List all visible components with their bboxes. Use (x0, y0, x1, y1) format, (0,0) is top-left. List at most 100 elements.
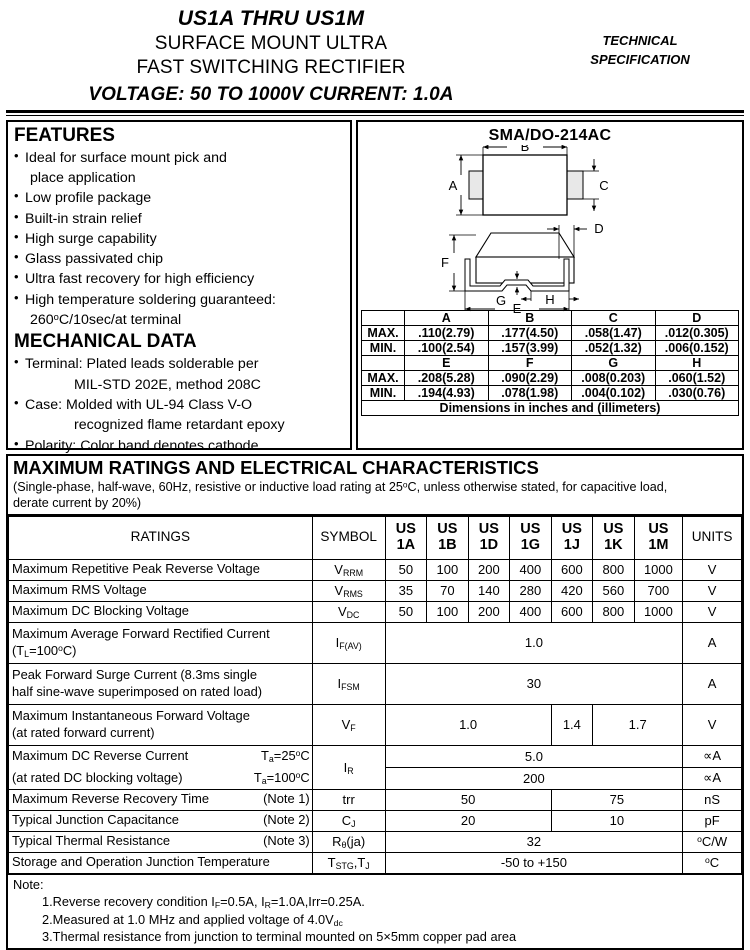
mechanical-heading: MECHANICAL DATA (14, 331, 197, 353)
dim-cell: .012(0.305) (654, 324, 739, 341)
col-header-us1g: US 1G (509, 515, 552, 560)
dim-cell: .110(2.79) (404, 324, 489, 341)
degree-sign: o (402, 479, 408, 490)
max-ratings-title: MAXIMUM RATINGS AND ELECTRICAL CHARACTER… (13, 456, 539, 478)
desc-note: (Note 1) (263, 791, 310, 807)
row-desc-tstg: Storage and Operation Junction Temperatu… (8, 851, 313, 874)
header-rule-thin (6, 114, 744, 116)
cell-value-merged: 20 (384, 809, 552, 832)
cell-value-merged: 1.4 (550, 703, 594, 746)
cell-value-ir-100c: 200 (384, 766, 684, 790)
svg-text:C: C (599, 178, 608, 193)
row-desc-vrms: Maximum RMS Voltage (8, 579, 313, 602)
row-symbol-vrms: VRMS (311, 579, 386, 602)
row-desc-ifsm: Peak Forward Surge Current (8.3ms single… (8, 662, 313, 705)
cond-b: C, unless otherwise stated, for capaciti… (407, 479, 668, 494)
cell-value: 400 (509, 600, 552, 623)
notes-heading: Note: (13, 876, 44, 892)
dim-cell: .078(1.98) (487, 384, 572, 401)
list-item: Built-in strain relief (14, 208, 344, 229)
dim-cell: .194(4.93) (404, 384, 489, 401)
features-heading: FEATURES (14, 124, 115, 146)
desc-left: Maximum Reverse Recovery Time (12, 791, 209, 807)
dim-row-label-min-2: MIN. (361, 384, 405, 401)
row-symbol-ifsm: IFSM (311, 662, 386, 705)
row-desc-ir-line1: Maximum DC Reverse Current Ta=25oC (8, 744, 313, 768)
dim-cell: .177(4.50) (487, 324, 572, 341)
note-item-1: 1.Reverse recovery condition IF=0.5A, IR… (42, 894, 365, 910)
table-row: Storage and Operation Junction Temperatu… (8, 851, 742, 874)
row-desc-vf: Maximum Instantaneous Forward Voltage (a… (8, 703, 313, 746)
dim-row-label-max: MAX. (361, 324, 405, 341)
cell-value-merged: 75 (550, 788, 684, 811)
dim-header-h: H (654, 354, 739, 371)
row-desc-vrrm: Maximum Repetitive Peak Reverse Voltage (8, 558, 313, 581)
col-header-symbol: SYMBOL (311, 515, 386, 560)
col-header-us1k: US 1K (592, 515, 635, 560)
dim-row-label-min: MIN. (361, 339, 405, 356)
cell-value-merged: 32 (384, 830, 684, 853)
desc-right: Ta=25oC (261, 748, 310, 765)
svg-text:A: A (449, 178, 458, 193)
header-titles: US1A THRU US1M SURFACE MOUNT ULTRA FAST … (6, 6, 536, 108)
features-list: Ideal for surface mount pick and place a… (14, 147, 344, 331)
cell-units: pF (682, 809, 742, 832)
datasheet-page: US1A THRU US1M SURFACE MOUNT ULTRA FAST … (0, 0, 750, 906)
row-symbol-tstg: TSTG,TJ (311, 851, 386, 874)
row-desc-vdc: Maximum DC Blocking Voltage (8, 600, 313, 623)
svg-text:G: G (496, 293, 506, 308)
list-item: High temperature soldering guaranteed: (14, 289, 344, 310)
list-item: Ideal for surface mount pick and (14, 147, 344, 168)
desc-left: Typical Junction Capacitance (12, 812, 179, 828)
table-row: MAX. .110(2.79) .177(4.50) .058(1.47) .0… (361, 324, 739, 341)
dimensions-table: A B C D MAX. .110(2.79) .177(4.50) .058(… (361, 309, 739, 401)
row-symbol-rth: Rθ(ja) (311, 830, 386, 853)
desc-left: (at rated DC blocking voltage) (12, 769, 183, 785)
cell-value: 400 (509, 558, 552, 581)
dim-cell: .058(1.47) (571, 324, 656, 341)
row-symbol-trr: trr (311, 788, 386, 811)
cell-value: 50 (384, 558, 428, 581)
dimensions-note: Dimensions in inches and (illimeters) (361, 400, 739, 416)
list-item: High surge capability (14, 228, 344, 249)
cell-value-merged: 30 (384, 662, 684, 705)
cell-value-merged: 1.0 (384, 703, 552, 746)
desc-note: (Note 2) (263, 812, 310, 828)
max-ratings-conditions: (Single-phase, half-wave, 60Hz, resistiv… (8, 479, 742, 516)
cell-value: 70 (426, 579, 469, 602)
list-item-temp: 260oC/10sec/at terminal (14, 310, 344, 330)
product-subtitle-line2: FAST SWITCHING RECTIFIER (136, 57, 406, 79)
cell-units: oC (682, 851, 742, 874)
cell-value: 420 (550, 579, 594, 602)
svg-text:H: H (545, 292, 554, 307)
note-item-3: 3.Thermal resistance from junction to te… (42, 929, 517, 945)
table-row: Peak Forward Surge Current (8.3ms single… (8, 662, 742, 705)
notes-block: Note: 1.Reverse recovery condition IF=0.… (8, 873, 742, 948)
cond-a: (Single-phase, half-wave, 60Hz, resistiv… (13, 479, 403, 494)
cell-value-ir-25c: 5.0 (384, 744, 684, 768)
cell-value: 1000 (633, 600, 684, 623)
list-item: Polarity: Color band denotes cathode (14, 435, 344, 456)
svg-text:B: B (521, 145, 530, 154)
package-title: SMA/DO-214AC (488, 126, 612, 144)
cell-units: V (682, 703, 742, 746)
cell-value: 100 (426, 600, 469, 623)
col-header-us1d: US 1D (467, 515, 511, 560)
cell-value-merged: 1.7 (592, 703, 684, 746)
cell-value: 800 (592, 600, 635, 623)
cell-value: 560 (592, 579, 635, 602)
row-symbol-vdc: VDC (311, 600, 386, 623)
cell-value: 800 (592, 558, 635, 581)
desc-right: Ta=100oC (253, 769, 310, 786)
list-item: Glass passivated chip (14, 248, 344, 269)
table-row: E F G H (361, 354, 739, 371)
table-row: MIN. .194(4.93) .078(1.98) .004(0.102) .… (361, 384, 739, 401)
cell-value: 100 (426, 558, 469, 581)
dim-cell: .006(0.152) (654, 339, 739, 356)
list-item: Ultra fast recovery for high efficiency (14, 268, 344, 289)
svg-text:E: E (513, 301, 522, 313)
desc-line2: (at rated forward current) (12, 724, 155, 740)
list-item: MIL-STD 202E, method 208C (74, 376, 261, 393)
part-number-title: US1A THRU US1M (177, 7, 365, 30)
cell-value-merged: -50 to +150 (384, 851, 684, 874)
